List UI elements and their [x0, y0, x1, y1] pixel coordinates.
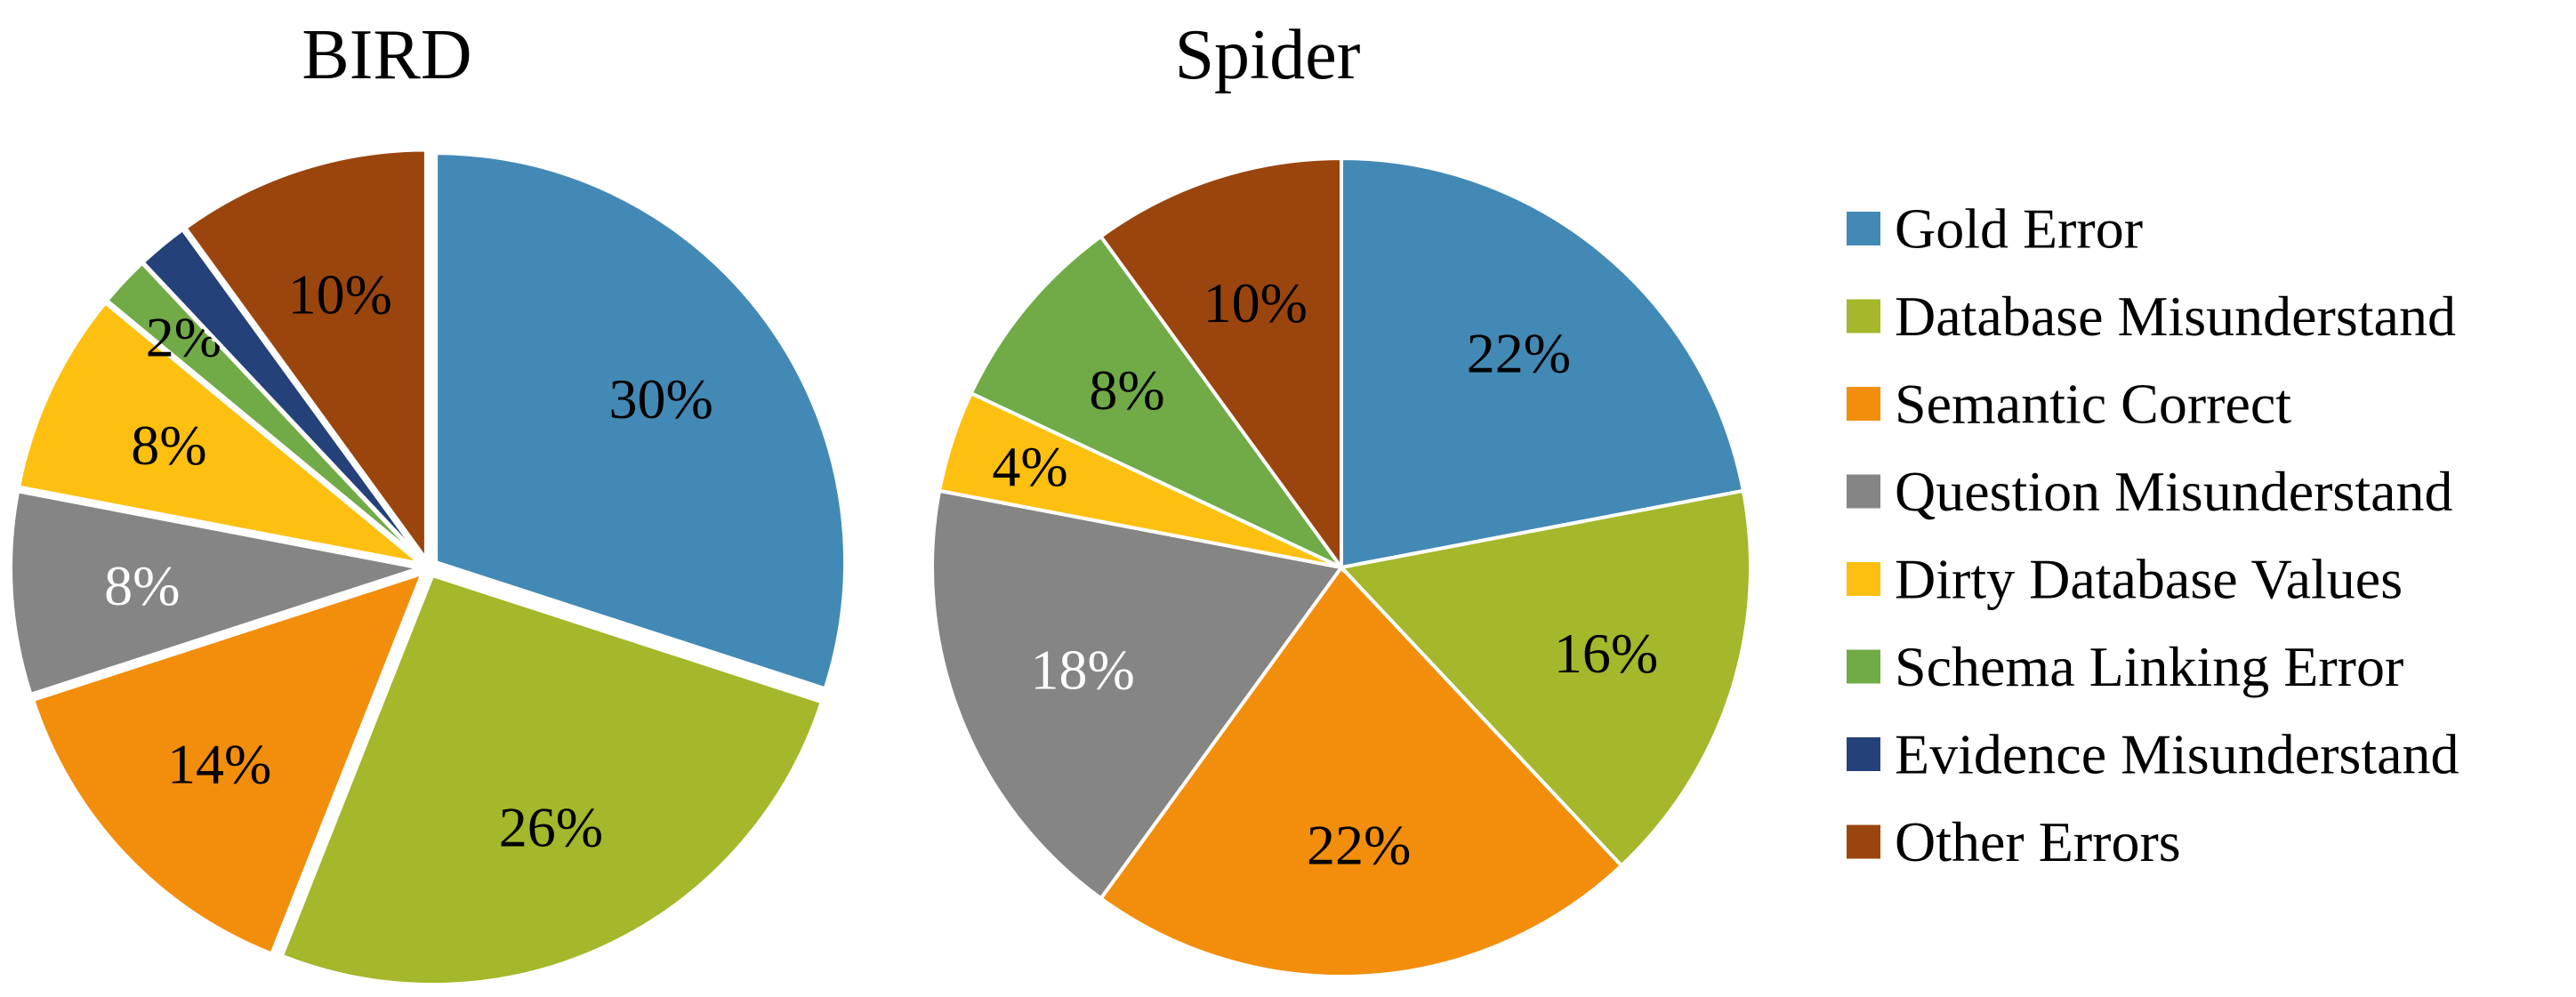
- legend-label-evidence-misunderstand: Evidence Misunderstand: [1895, 723, 2459, 786]
- pie-slice-database-misunderstand: [279, 573, 825, 987]
- spider-pie-title: Spider: [1175, 16, 1361, 94]
- legend-label-dirty-database-values: Dirty Database Values: [1895, 548, 2403, 611]
- legend-label-question-misunderstand: Question Misunderstand: [1895, 460, 2453, 523]
- legend-swatch-other-errors: [1847, 824, 1880, 859]
- slice-label-question-misunderstand: 8%: [104, 554, 180, 617]
- pie-slice-evidence-misunderstand: [140, 227, 425, 562]
- slice-label-question-misunderstand: 18%: [1031, 639, 1135, 702]
- pie-slice-database-misunderstand: [1338, 488, 1752, 869]
- pie-slice-schema-linking-error: [969, 234, 1343, 569]
- slice-label-dirty-database-values: 4%: [992, 435, 1067, 498]
- bird-pie: 30%26%14%8%8%2%10%: [9, 148, 848, 987]
- pie-slice-other-errors: [182, 148, 428, 565]
- slice-label-database-misunderstand: 26%: [499, 796, 603, 859]
- slice-label-semantic-correct: 14%: [167, 732, 271, 795]
- slice-label-gold-error: 30%: [608, 367, 712, 430]
- legend-label-database-misunderstand: Database Misunderstand: [1895, 285, 2456, 348]
- legend-label-other-errors: Other Errors: [1895, 810, 2181, 873]
- legend-swatch-schema-linking-error: [1847, 649, 1880, 684]
- slice-label-dirty-database-values: 8%: [131, 414, 206, 477]
- pie-slice-semantic-correct: [30, 570, 426, 957]
- legend-label-semantic-correct: Semantic Correct: [1895, 373, 2291, 436]
- pie-slice-question-misunderstand: [930, 488, 1345, 901]
- bird-pie-title: BIRD: [302, 16, 471, 94]
- pie-slice-gold-error: [1340, 156, 1746, 570]
- pie-slice-gold-error: [434, 151, 848, 691]
- slice-label-semantic-correct: 22%: [1307, 814, 1411, 877]
- pie-slice-question-misunderstand: [9, 489, 421, 697]
- pie-slice-dirty-database-values: [16, 300, 423, 566]
- slice-label-other-errors: 10%: [1203, 271, 1308, 334]
- legend-swatch-semantic-correct: [1847, 387, 1880, 421]
- legend-label-gold-error: Gold Error: [1895, 197, 2143, 261]
- legend-swatch-question-misunderstand: [1847, 474, 1880, 509]
- legend-swatch-evidence-misunderstand: [1847, 737, 1880, 771]
- legend: Gold Error Database Misunderstand Semantic…: [1847, 197, 2459, 873]
- legend-swatch-gold-error: [1847, 212, 1880, 245]
- slice-label-database-misunderstand: 16%: [1554, 622, 1658, 685]
- pie-slice-other-errors: [1098, 156, 1343, 574]
- slice-label-other-errors: 10%: [288, 262, 392, 326]
- spider-pie: 22% 16% 22% 18% 4% 8% 10%: [930, 156, 1752, 978]
- slice-label-schema-linking-error: 8%: [1089, 358, 1164, 422]
- legend-label-schema-linking-error: Schema Linking Error: [1895, 635, 2403, 698]
- pie-slice-semantic-correct: [1098, 564, 1624, 978]
- legend-swatch-dirty-database-values: [1847, 562, 1880, 596]
- legend-swatch-database-misunderstand: [1847, 299, 1880, 334]
- slice-label-gold-error: 22%: [1467, 321, 1571, 384]
